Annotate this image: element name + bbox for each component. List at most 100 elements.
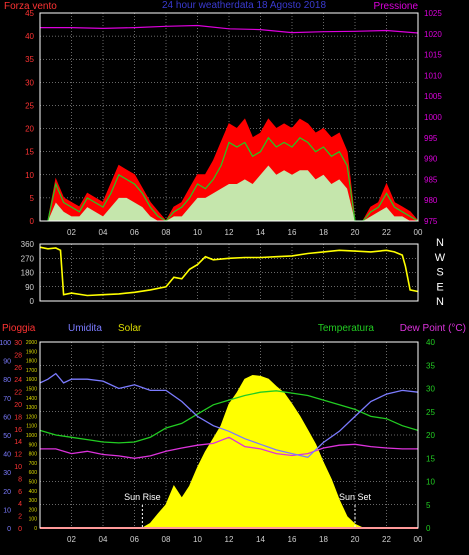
solar-area (40, 374, 418, 529)
solar-y-tick: 600 (29, 470, 38, 476)
temperature-y-tick: 15 (426, 454, 435, 463)
wind-y-tick: 10 (25, 171, 34, 180)
rain-y-tick: 4 (18, 501, 22, 508)
rain-y-tick: 10 (14, 464, 22, 471)
solar-y-tick: 300 (29, 498, 38, 504)
wind-y-tick: 35 (25, 55, 34, 64)
solar-y-tick: 0 (34, 526, 37, 532)
humidity-y-tick: 20 (3, 489, 11, 496)
climate-x-tick: 02 (67, 535, 76, 544)
wind-x-tick: 02 (67, 228, 76, 237)
temperature-y-tick: 40 (426, 338, 435, 347)
humidity-line (39, 372, 419, 459)
pressure-y-tick: 975 (424, 217, 438, 226)
pressure-y-tick: 1005 (424, 92, 442, 101)
frame-layer (39, 12, 419, 529)
climate-x-tick: 14 (256, 535, 265, 544)
compass-label: S (436, 267, 443, 279)
rain-y-tick: 22 (14, 390, 22, 397)
climate-x-tick: 08 (162, 535, 171, 544)
wind-x-tick: 22 (382, 228, 391, 237)
temperature-axis-label: Temperatura (318, 323, 375, 334)
wind-x-tick: 18 (319, 228, 328, 237)
rain-y-tick: 20 (14, 402, 22, 409)
sun-marker-label: Sun Set (339, 492, 372, 502)
solar-y-tick: 1400 (26, 396, 37, 402)
pressure-y-tick: 980 (424, 196, 438, 205)
wind-x-tick: 14 (256, 228, 265, 237)
climate-panel-frame (39, 341, 419, 529)
tick-layer: 0510152025303540459759809859909951000100… (0, 9, 446, 544)
chart-title: 24 hour weatherdata 18 Agosto 2018 (162, 0, 326, 11)
rain-y-tick: 12 (14, 452, 22, 459)
humidity-y-tick: 30 (3, 470, 11, 477)
wind-x-tick: 10 (193, 228, 202, 237)
direction-y-tick: 90 (25, 283, 34, 292)
rain-y-tick: 2 (18, 514, 22, 521)
compass-label: E (436, 281, 443, 293)
direction-y-tick: 360 (21, 240, 35, 249)
direction-line (39, 246, 419, 297)
wind-y-tick: 25 (25, 101, 34, 110)
climate-x-tick: 12 (225, 535, 234, 544)
pressure-y-tick: 985 (424, 175, 438, 184)
rain-y-tick: 18 (14, 414, 22, 421)
wind-y-tick: 20 (25, 125, 34, 134)
climate-x-tick: 20 (351, 535, 360, 544)
humidity-y-tick: 80 (3, 377, 11, 384)
climate-x-tick: 22 (382, 535, 391, 544)
solar-axis-label: Solar (118, 323, 142, 334)
climate-x-tick: 06 (130, 535, 139, 544)
wind-axis-label: Forza vento (4, 1, 57, 12)
solar-y-tick: 200 (29, 507, 38, 513)
solar-y-tick: 500 (29, 480, 38, 486)
pressure-y-tick: 995 (424, 134, 438, 143)
rain-y-tick: 30 (14, 340, 22, 347)
temperature-line (39, 390, 419, 444)
humidity-axis-label: Umidita (68, 323, 102, 334)
pressure-y-tick: 1015 (424, 51, 442, 60)
temperature-y-tick: 0 (426, 524, 431, 533)
wind-y-tick: 5 (30, 194, 35, 203)
rain-y-tick: 0 (18, 526, 22, 533)
sun-marker-label: Sun Rise (124, 492, 161, 502)
solar-y-tick: 2000 (26, 340, 37, 346)
wind-y-tick: 40 (25, 32, 34, 41)
solar-y-tick: 800 (29, 452, 38, 458)
wind-y-tick: 15 (25, 148, 34, 157)
solar-y-tick: 1900 (26, 349, 37, 355)
direction-panel-frame (39, 243, 419, 302)
rain-y-tick: 8 (18, 476, 22, 483)
wind-x-tick: 06 (130, 228, 139, 237)
solar-y-tick: 1200 (26, 414, 37, 420)
pressure-y-tick: 1010 (424, 71, 442, 80)
temperature-y-tick: 10 (426, 478, 435, 487)
humidity-y-tick: 100 (0, 340, 11, 347)
wind-y-tick: 45 (25, 9, 34, 18)
wind-x-tick: 12 (225, 228, 234, 237)
pressure-y-tick: 990 (424, 155, 438, 164)
rain-axis-label: Pioggia (2, 323, 36, 334)
dewpoint-axis-label: Dew Point (°C) (400, 323, 466, 334)
rain-y-tick: 24 (14, 377, 22, 384)
solar-y-tick: 1300 (26, 405, 37, 411)
climate-x-tick: 18 (319, 535, 328, 544)
humidity-y-tick: 40 (3, 452, 11, 459)
climate-x-tick: 10 (193, 535, 202, 544)
solar-y-tick: 1000 (26, 433, 37, 439)
solar-y-tick: 700 (29, 461, 38, 467)
rain-y-tick: 14 (14, 439, 22, 446)
rain-y-tick: 6 (18, 489, 22, 496)
humidity-y-tick: 0 (7, 526, 11, 533)
compass-label: W (435, 252, 446, 264)
rain-y-tick: 28 (14, 352, 22, 359)
solar-y-tick: 900 (29, 442, 38, 448)
temperature-y-tick: 5 (426, 501, 431, 510)
climate-x-tick: 00 (414, 535, 423, 544)
direction-y-tick: 180 (21, 269, 35, 278)
wind-y-tick: 0 (30, 217, 35, 226)
solar-y-tick: 1500 (26, 387, 37, 393)
wind-x-tick: 20 (351, 228, 360, 237)
solar-y-tick: 1700 (26, 368, 37, 374)
